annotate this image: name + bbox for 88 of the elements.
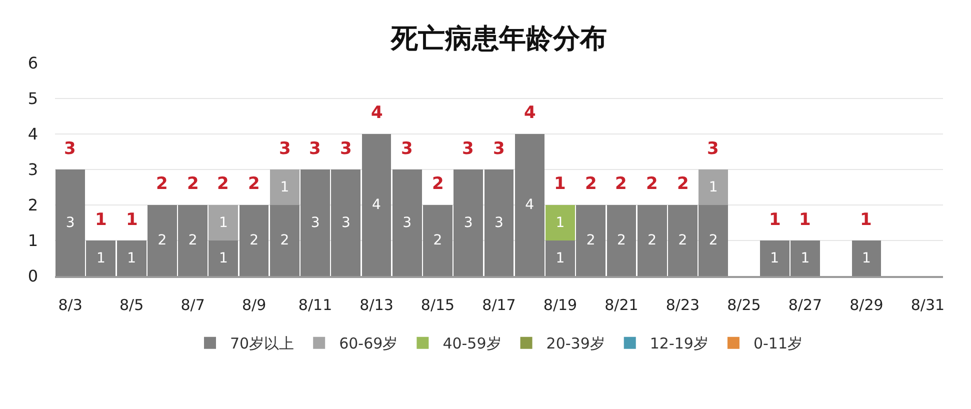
data-label: 1 — [556, 214, 565, 231]
data-label: 2 — [678, 232, 688, 248]
data-label: 1 — [800, 250, 810, 266]
total-label: 2 — [248, 174, 260, 194]
data-label: 1 — [218, 250, 228, 266]
data-label: 3 — [402, 214, 412, 231]
total-label: 3 — [493, 139, 505, 159]
legend-label: 20-39岁 — [546, 334, 605, 353]
total-label: 2 — [217, 174, 229, 194]
data-label: 3 — [464, 214, 473, 231]
y-tick-label: 3 — [28, 160, 38, 180]
data-label: 1 — [127, 250, 136, 266]
x-tick-label: 8/17 — [482, 296, 516, 314]
data-label: 2 — [250, 232, 258, 248]
data-label: 2 — [433, 232, 442, 248]
data-label: 2 — [708, 232, 718, 248]
data-label: 2 — [188, 232, 198, 248]
total-label: 2 — [615, 174, 627, 194]
total-label: 3 — [309, 139, 321, 159]
legend-label: 70岁以上 — [230, 334, 294, 353]
data-label: 1 — [218, 214, 228, 231]
total-label: 4 — [524, 103, 536, 123]
x-tick-label: 8/13 — [360, 296, 394, 314]
total-label: 2 — [156, 174, 168, 194]
data-label: 2 — [617, 232, 626, 248]
y-tick-label: 2 — [28, 196, 38, 215]
total-label: 3 — [401, 139, 413, 159]
y-tick-label: 0 — [28, 266, 38, 286]
x-tick-label: 8/5 — [119, 296, 144, 314]
legend-label: 60-69岁 — [339, 334, 398, 353]
bar — [270, 170, 300, 205]
x-tick-label: 8/25 — [727, 296, 761, 314]
data-label: 1 — [96, 250, 106, 266]
total-label: 2 — [646, 174, 658, 194]
x-tick-label: 8/31 — [910, 296, 945, 314]
bar — [698, 170, 728, 205]
x-tick-label: 8/11 — [298, 296, 332, 314]
legend-label: 0-11岁 — [753, 334, 803, 353]
y-tick-label: 1 — [28, 231, 38, 250]
chart-title: 死亡病患年龄分布 — [390, 23, 607, 54]
total-label: 1 — [95, 210, 107, 230]
total-label: 3 — [707, 139, 719, 159]
x-tick-label: 8/19 — [543, 296, 578, 314]
total-label: 1 — [799, 210, 811, 230]
data-label: 1 — [556, 250, 565, 266]
bar — [208, 205, 238, 240]
x-tick-label: 8/3 — [58, 296, 82, 314]
legend-label: 40-59岁 — [442, 334, 502, 353]
data-label: 2 — [586, 232, 596, 248]
bar — [852, 240, 882, 276]
y-tick-label: 6 — [28, 54, 38, 73]
data-label: 3 — [341, 214, 350, 231]
data-label: 3 — [310, 214, 320, 231]
data-label: 1 — [770, 250, 780, 266]
x-tick-label: 8/9 — [242, 296, 266, 314]
total-label: 2 — [585, 174, 597, 194]
x-tick-label: 8/29 — [850, 296, 884, 314]
total-label: 3 — [279, 139, 291, 159]
data-label: 2 — [280, 232, 290, 248]
total-label: 3 — [64, 139, 76, 159]
total-label: 1 — [126, 210, 138, 230]
x-tick-label: 8/27 — [788, 296, 822, 314]
data-label: 1 — [708, 179, 718, 196]
data-label: 3 — [494, 214, 504, 231]
legend-label: 12-19岁 — [650, 334, 708, 353]
total-label: 1 — [769, 210, 781, 230]
total-label: 2 — [187, 174, 199, 194]
total-label: 3 — [462, 139, 474, 159]
y-tick-label: 5 — [28, 89, 38, 108]
data-label: 3 — [66, 214, 75, 231]
data-label: 1 — [280, 179, 290, 196]
x-tick-label: 8/7 — [180, 296, 205, 314]
data-label: 4 — [372, 197, 382, 213]
x-tick-label: 8/15 — [420, 296, 455, 314]
x-tick-label: 8/21 — [604, 296, 638, 314]
data-label: 2 — [648, 232, 657, 248]
total-label: 2 — [677, 174, 689, 194]
data-label: 2 — [158, 232, 167, 248]
data-label: 4 — [525, 197, 534, 213]
total-label: 4 — [371, 103, 383, 123]
x-tick-label: 8/23 — [666, 296, 700, 314]
total-label: 1 — [860, 210, 872, 230]
bar — [546, 205, 575, 240]
total-label: 1 — [554, 174, 566, 194]
total-label: 2 — [432, 174, 444, 194]
total-label: 3 — [340, 139, 352, 159]
data-label: 1 — [862, 250, 871, 266]
y-tick-label: 4 — [28, 124, 38, 144]
